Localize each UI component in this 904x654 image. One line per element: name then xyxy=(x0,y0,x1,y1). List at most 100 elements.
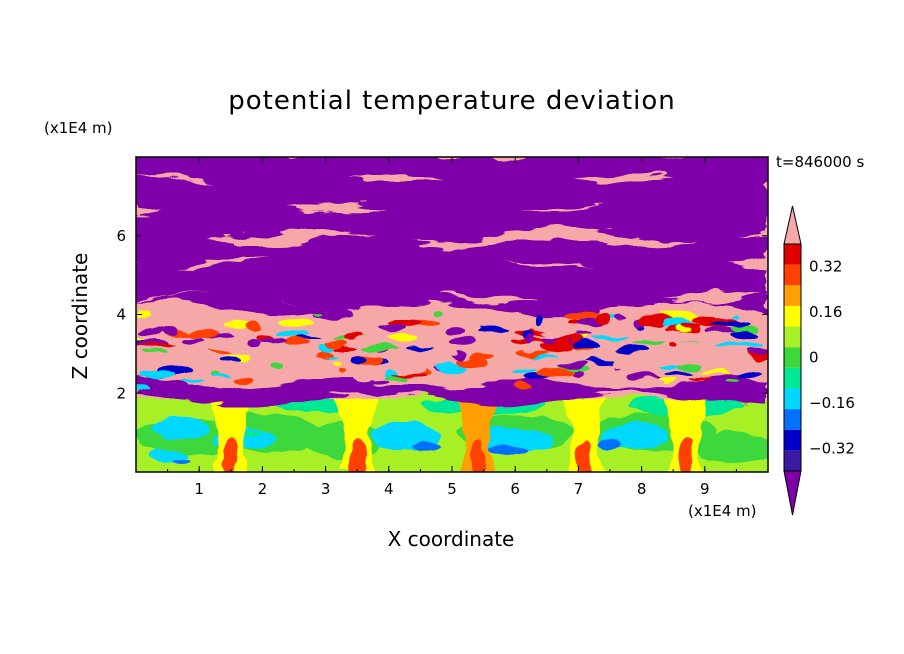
colorbar-tick-label: 0.32 xyxy=(809,258,842,276)
mixing-cell xyxy=(352,375,372,385)
colorbar-tick-label: 0 xyxy=(809,349,819,367)
mixing-cell xyxy=(363,343,397,351)
x-axis-label: X coordinate xyxy=(0,527,904,551)
x-tick-label: 3 xyxy=(321,480,331,498)
purple-band xyxy=(136,234,768,274)
purple-band xyxy=(136,376,768,408)
warm-plume xyxy=(663,397,708,472)
mixing-cell xyxy=(217,355,241,361)
mixing-cell xyxy=(189,330,220,338)
mixing-cell xyxy=(260,337,288,344)
mixing-cell xyxy=(722,379,739,384)
mixing-cell xyxy=(711,321,750,327)
mixing-cell xyxy=(711,382,725,389)
purple-band xyxy=(136,289,768,317)
mixing-cell xyxy=(700,332,732,343)
mixing-cell xyxy=(141,350,168,355)
colorbar-tick-label: −0.32 xyxy=(809,439,855,457)
mixing-cell xyxy=(183,337,205,344)
mixing-cell xyxy=(539,330,575,337)
mixing-cell xyxy=(332,345,361,351)
mixing-cell xyxy=(662,369,694,374)
mixing-cell xyxy=(579,327,588,332)
colorbar-segment xyxy=(784,429,801,451)
mixing-cell xyxy=(205,349,230,354)
colorbar-frame xyxy=(783,243,802,472)
warm-plume xyxy=(455,397,500,472)
mixing-zone xyxy=(136,310,768,390)
mixing-cell xyxy=(564,311,600,320)
time-label: t=846000 s xyxy=(776,153,865,171)
mixing-cell xyxy=(730,330,758,340)
mixing-cell xyxy=(436,363,468,373)
mixing-cell xyxy=(436,333,475,340)
colorbar-segment xyxy=(784,388,801,410)
y-axis-scale-label: (x1E4 m) xyxy=(44,119,113,137)
mixing-cell xyxy=(616,315,627,320)
mixing-cell xyxy=(525,334,535,344)
mixing-cell xyxy=(692,313,715,323)
mixing-cell xyxy=(356,336,373,342)
x-tick-label: 7 xyxy=(574,480,584,498)
mixing-cell xyxy=(661,310,700,320)
colorbar: 0.32 0.16 0 −0.16 −0.32 xyxy=(783,205,855,516)
mixing-cell xyxy=(702,369,731,374)
contour-blob xyxy=(698,432,768,465)
chart-title: potential temperature deviation xyxy=(228,86,676,116)
mixing-cell xyxy=(298,335,322,339)
mixing-cell xyxy=(643,378,666,386)
axes: 1 2 3 4 5 6 7 8 9 2 4 6 xyxy=(116,157,768,498)
mixing-cell xyxy=(468,353,496,360)
mixing-cell xyxy=(246,338,263,349)
mixing-cell xyxy=(269,361,283,371)
mixing-cell xyxy=(595,314,612,324)
mixing-cell xyxy=(600,376,619,383)
contour-blob xyxy=(172,459,188,465)
mixing-cell xyxy=(673,363,704,370)
purple-band xyxy=(136,201,768,244)
mixing-cell xyxy=(140,368,174,378)
mixing-cell xyxy=(531,355,560,359)
mixing-cell xyxy=(377,325,407,334)
mixing-cell xyxy=(730,315,741,320)
mixing-cell xyxy=(404,344,434,349)
mixing-cell xyxy=(703,327,737,334)
mixing-cell xyxy=(413,351,424,359)
mixing-cell xyxy=(387,376,406,383)
contour-blob xyxy=(477,428,554,453)
colorbar-segment xyxy=(784,326,801,348)
mixing-cell xyxy=(513,380,532,390)
mixing-cell xyxy=(446,327,467,336)
contour-blob xyxy=(489,445,528,456)
colorbar-tick-label: −0.16 xyxy=(809,394,855,412)
contour-field xyxy=(136,157,768,472)
mixing-cell xyxy=(646,352,661,357)
mixing-cell xyxy=(232,367,244,374)
mixing-cell xyxy=(138,344,177,348)
mixing-cell xyxy=(494,316,513,320)
colorbar-upper-extend xyxy=(783,205,802,245)
mixing-cell xyxy=(315,313,325,317)
mixing-cell xyxy=(584,358,617,365)
contour-blob xyxy=(598,438,622,451)
mixing-cell xyxy=(148,323,160,329)
mixing-cell xyxy=(371,381,393,388)
mixing-cell xyxy=(715,342,743,348)
mixing-cell xyxy=(136,383,150,387)
mixing-cell xyxy=(323,356,339,360)
colorbar-segment xyxy=(784,367,801,389)
warm-core xyxy=(677,438,694,472)
colorbar-segment xyxy=(784,450,801,471)
warm-core xyxy=(469,438,486,472)
mixing-cell xyxy=(534,315,543,325)
x-tick-label: 2 xyxy=(258,480,268,498)
x-tick-label: 9 xyxy=(700,480,710,498)
mixing-cell xyxy=(714,347,727,352)
mixing-cell xyxy=(211,375,233,379)
colorbar-lower-extend xyxy=(783,470,802,516)
colorbar-segment xyxy=(784,285,801,306)
x-tick-label: 8 xyxy=(637,480,647,498)
mixing-cell xyxy=(557,362,589,368)
mixing-cell xyxy=(161,327,181,336)
